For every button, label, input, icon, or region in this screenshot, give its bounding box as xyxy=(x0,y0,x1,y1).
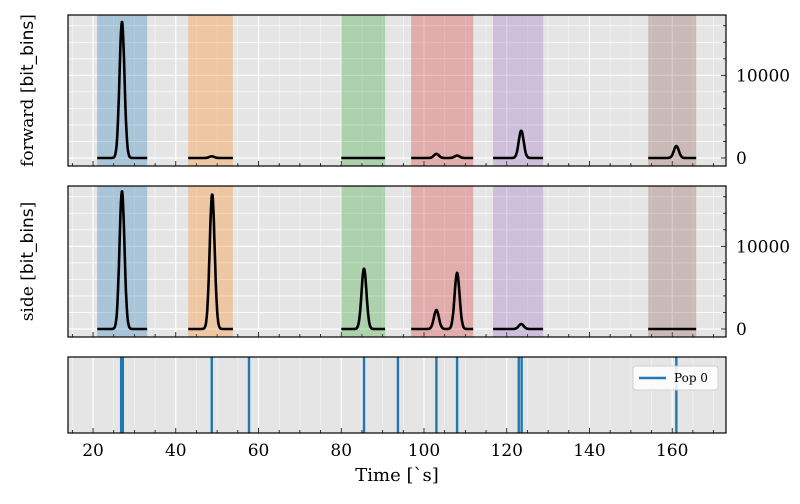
y-tick-label: 10000 xyxy=(736,66,790,86)
x-tick-label: 20 xyxy=(82,441,104,461)
x-axis-label: Time [`s] xyxy=(355,465,439,486)
x-tick-label: 120 xyxy=(491,441,523,461)
plot-frame xyxy=(67,356,727,434)
signal-trace xyxy=(410,271,474,331)
highlight-band xyxy=(341,15,386,166)
signal-trace xyxy=(96,20,149,160)
signal-trace xyxy=(187,193,234,331)
legend: Pop 0 xyxy=(632,365,719,391)
y-tick-label: 0 xyxy=(736,149,747,169)
signal-trace xyxy=(340,267,386,331)
highlight-band xyxy=(411,15,474,166)
highlight-band xyxy=(341,186,386,337)
x-tick-label: 80 xyxy=(330,441,352,461)
signal-trace xyxy=(187,155,234,160)
highlight-band xyxy=(188,15,233,166)
panel-2: Pop 0 20 40 60 80 100 120 140 160 Time [`s] xyxy=(67,356,727,486)
x-tick-label: 100 xyxy=(408,441,440,461)
y-axis-label: forward [bit_bins] xyxy=(18,14,38,167)
x-tick-label: 40 xyxy=(165,441,187,461)
x-tick-label: 140 xyxy=(573,441,605,461)
highlight-band xyxy=(648,15,697,166)
plot-background xyxy=(68,15,726,166)
x-tick-label: 160 xyxy=(656,441,688,461)
signal-trace xyxy=(647,144,698,160)
highlight-band xyxy=(648,186,697,337)
signal-trace xyxy=(492,129,544,160)
legend-box xyxy=(632,365,719,391)
x-tick-label: 60 xyxy=(248,441,270,461)
panel-1: 0 10000 side [bit_bins] xyxy=(18,185,790,340)
plot-frame xyxy=(67,14,727,167)
legend-label: Pop 0 xyxy=(674,371,708,385)
signal-trace xyxy=(410,152,474,160)
plot-frame xyxy=(67,185,727,338)
panel-0: 0 10000 forward [bit_bins] xyxy=(18,14,790,169)
y-tick-label: 0 xyxy=(736,320,747,340)
highlight-band xyxy=(493,186,544,337)
signal-trace xyxy=(492,322,544,331)
signal-trace xyxy=(96,190,149,331)
y-axis-label: side [bit_bins] xyxy=(18,202,38,322)
plot-background xyxy=(68,186,726,337)
highlight-band xyxy=(411,186,474,337)
y-tick-label: 10000 xyxy=(736,237,790,257)
